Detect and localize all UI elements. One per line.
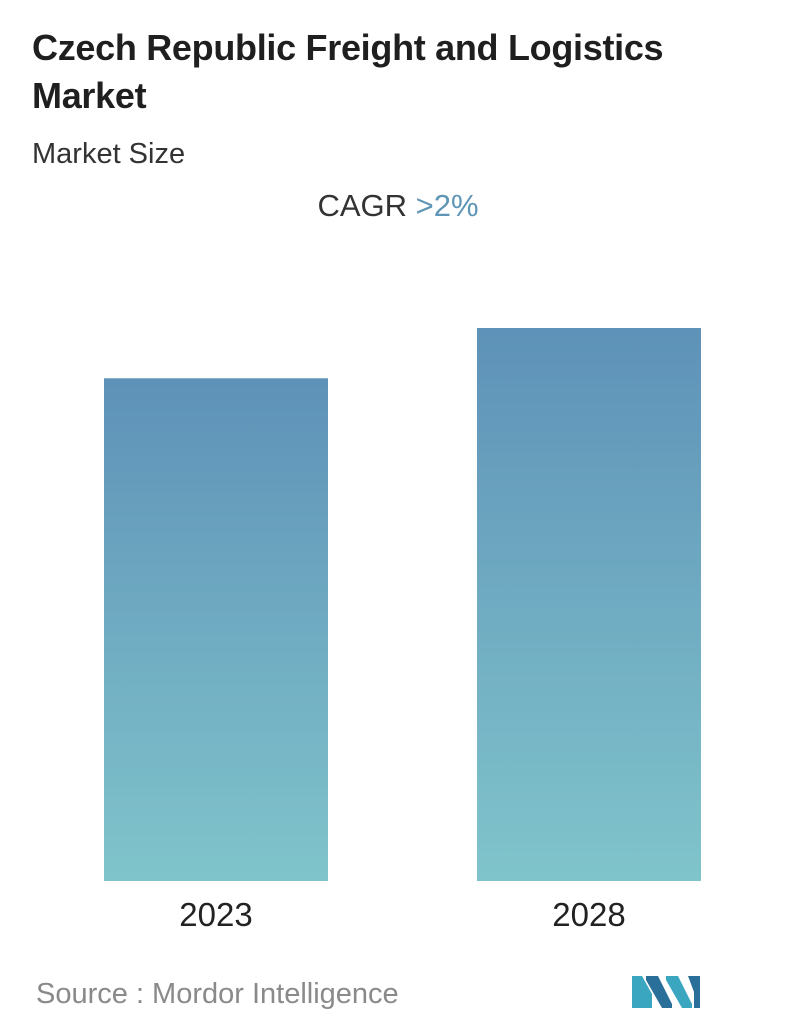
bar-2023	[104, 378, 328, 881]
cagr-label: CAGR	[317, 188, 408, 223]
x-tick-label-2023: 2023	[179, 896, 252, 933]
bar-2028	[477, 328, 701, 881]
cagr-value: >2%	[415, 188, 479, 223]
source-text: Source : Mordor Intelligence	[36, 978, 399, 1010]
chart-subtitle: Market Size	[32, 138, 186, 170]
cagr-indicator: CAGR >2%	[0, 188, 796, 224]
mordor-intelligence-logo	[632, 976, 700, 1008]
chart-title: Czech Republic Freight and Logistics Mar…	[32, 27, 664, 116]
x-tick-label-2028: 2028	[552, 896, 625, 933]
